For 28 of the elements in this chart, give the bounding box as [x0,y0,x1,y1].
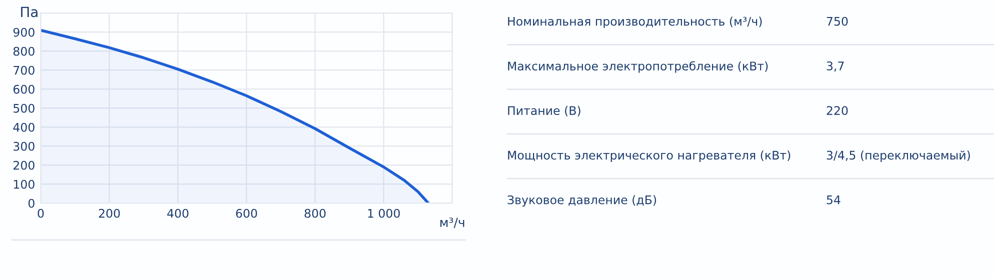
y-tick-label: 300 [14,142,34,151]
y-tick-label: 900 [13,28,34,37]
x-tick-label: 800 [304,208,326,218]
text: 3,7 [826,61,844,72]
y-axis-title: Па [21,6,38,18]
y-tick-label: 400 [13,122,34,132]
y-tick-label: 0 [28,198,34,208]
text: 54 [826,196,840,204]
text: 750 [826,16,848,26]
text: Питание (В) [508,106,580,116]
x-tick-label: 0 [38,208,44,218]
x-tick-label: 600 [236,208,257,218]
y-tick-label: 200 [14,160,34,170]
text: 3/4,5 (переключаемый) [826,150,970,162]
x-axis-title: м³/ч [440,218,464,228]
y-tick-label: 600 [13,84,34,94]
y-tick-label: 700 [14,66,34,75]
x-tick-label: 1 000 [368,208,400,218]
text: Звуковое давление (дБ) [508,195,656,207]
text: 220 [826,106,848,116]
y-tick-label: 500 [14,104,34,113]
y-tick-label: 100 [14,180,34,189]
text: Номинальная производительность (м³/ч) [508,16,762,28]
text: Максимальное электропотребление (кВт) [508,61,768,73]
x-tick-label: 200 [98,208,120,218]
y-tick-label: 800 [13,46,34,56]
text: Мощность электрического нагревателя (кВт) [508,150,790,162]
x-tick-label: 400 [167,208,188,218]
